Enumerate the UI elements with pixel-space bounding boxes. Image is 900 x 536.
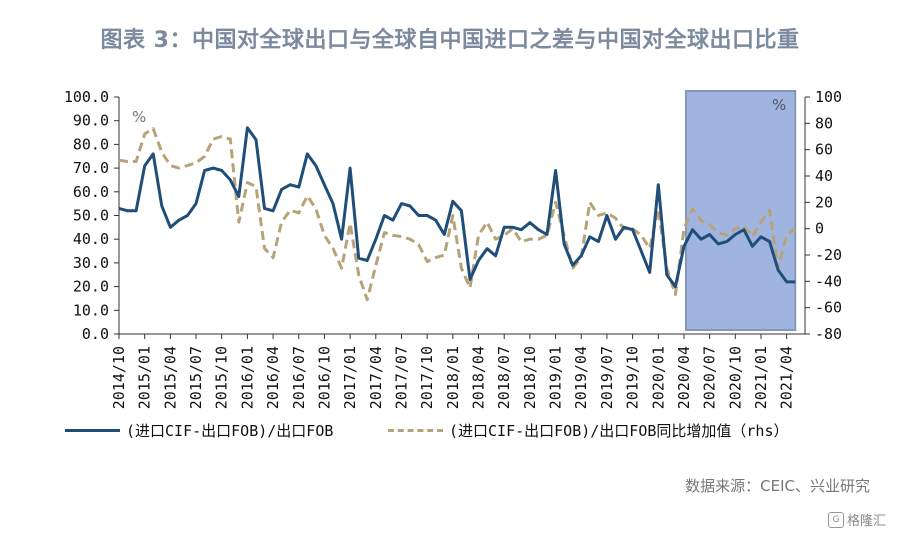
left-tick-label: 50.0 [73, 207, 109, 225]
right-tick-label: -40 [815, 272, 842, 290]
legend-item-solid: (进口CIF-出口FOB)/出口FOB [65, 420, 333, 441]
x-tick-label: 2019/10 [624, 346, 642, 409]
legend-label: (进口CIF-出口FOB)/出口FOB同比增加值（rhs） [449, 422, 789, 440]
x-tick-label: 2018/01 [444, 346, 462, 409]
right-tick-label: -80 [815, 325, 842, 343]
right-tick-label: 0 [815, 220, 824, 238]
left-tick-label: 0.0 [82, 325, 109, 343]
left-tick-label: 90.0 [73, 112, 109, 130]
left-tick-label: 100.0 [64, 88, 109, 106]
x-tick-label: 2016/01 [238, 346, 256, 409]
left-tick-label: 80.0 [73, 135, 109, 153]
data-source: 数据来源：CEIC、兴业研究 [685, 477, 870, 495]
x-tick-label: 2018/10 [521, 346, 539, 409]
x-tick-label: 2015/10 [213, 346, 231, 409]
x-tick-label: 2016/07 [290, 346, 308, 409]
x-tick-label: 2020/04 [675, 346, 693, 409]
left-tick-label: 60.0 [73, 183, 109, 201]
x-tick-label: 2017/10 [418, 346, 436, 409]
x-tick-label: 2021/04 [778, 346, 796, 409]
x-tick-label: 2019/01 [547, 346, 565, 409]
x-tick-label: 2018/07 [495, 346, 513, 409]
chart-title: 图表 3：中国对全球出口与全球自中国进口之差与中国对全球出口比重 [100, 28, 800, 53]
legend-solid-line-icon [65, 429, 120, 432]
left-axis-unit: % [132, 108, 146, 126]
left-tick-label: 40.0 [73, 230, 109, 248]
right-tick-label: 60 [815, 141, 833, 159]
legend-label: (进口CIF-出口FOB)/出口FOB [126, 422, 334, 440]
right-tick-label: 40 [815, 167, 833, 185]
x-tick-label: 2019/07 [598, 346, 616, 409]
x-tick-label: 2015/04 [161, 346, 179, 409]
x-tick-label: 2015/07 [187, 346, 205, 409]
logo-icon: G [827, 511, 844, 528]
legend-dashed-line-icon [388, 429, 443, 432]
watermark-text: 格隆汇 [846, 514, 886, 529]
legend-item-dashed: (进口CIF-出口FOB)/出口FOB同比增加值（rhs） [388, 420, 789, 441]
left-tick-label: 30.0 [73, 254, 109, 272]
x-tick-label: 2020/10 [726, 346, 744, 409]
right-tick-label: -20 [815, 246, 842, 264]
right-tick-label: 80 [815, 114, 833, 132]
right-tick-label: 100 [815, 88, 842, 106]
left-tick-label: 70.0 [73, 159, 109, 177]
right-tick-label: 20 [815, 193, 833, 211]
left-tick-label: 10.0 [73, 301, 109, 319]
x-tick-label: 2019/04 [572, 346, 590, 409]
x-tick-label: 2018/04 [470, 346, 488, 409]
x-tick-label: 2021/01 [752, 346, 770, 409]
x-tick-label: 2016/10 [315, 346, 333, 409]
x-tick-label: 2020/01 [649, 346, 667, 409]
series-line-yoy-change [118, 127, 797, 302]
x-tick-label: 2015/01 [136, 346, 154, 409]
right-tick-label: -60 [815, 299, 842, 317]
x-tick-label: 2017/04 [367, 346, 385, 409]
line-chart: 100.0 90.0 80.0 70.0 60.0 50.0 40.0 30.0 20.0 10.… [64, 88, 842, 409]
watermark: G 格隆汇 [827, 510, 886, 529]
x-tick-label: 2017/01 [341, 346, 359, 409]
left-tick-label: 20.0 [73, 278, 109, 296]
series-line-ratio [118, 126, 796, 289]
x-tick-label: 2014/10 [110, 346, 128, 409]
x-tick-label: 2017/07 [392, 346, 410, 409]
right-axis-unit: % [772, 96, 786, 114]
x-tick-label: 2020/07 [701, 346, 719, 409]
x-tick-label: 2016/04 [264, 346, 282, 409]
shaded-period [684, 90, 797, 331]
